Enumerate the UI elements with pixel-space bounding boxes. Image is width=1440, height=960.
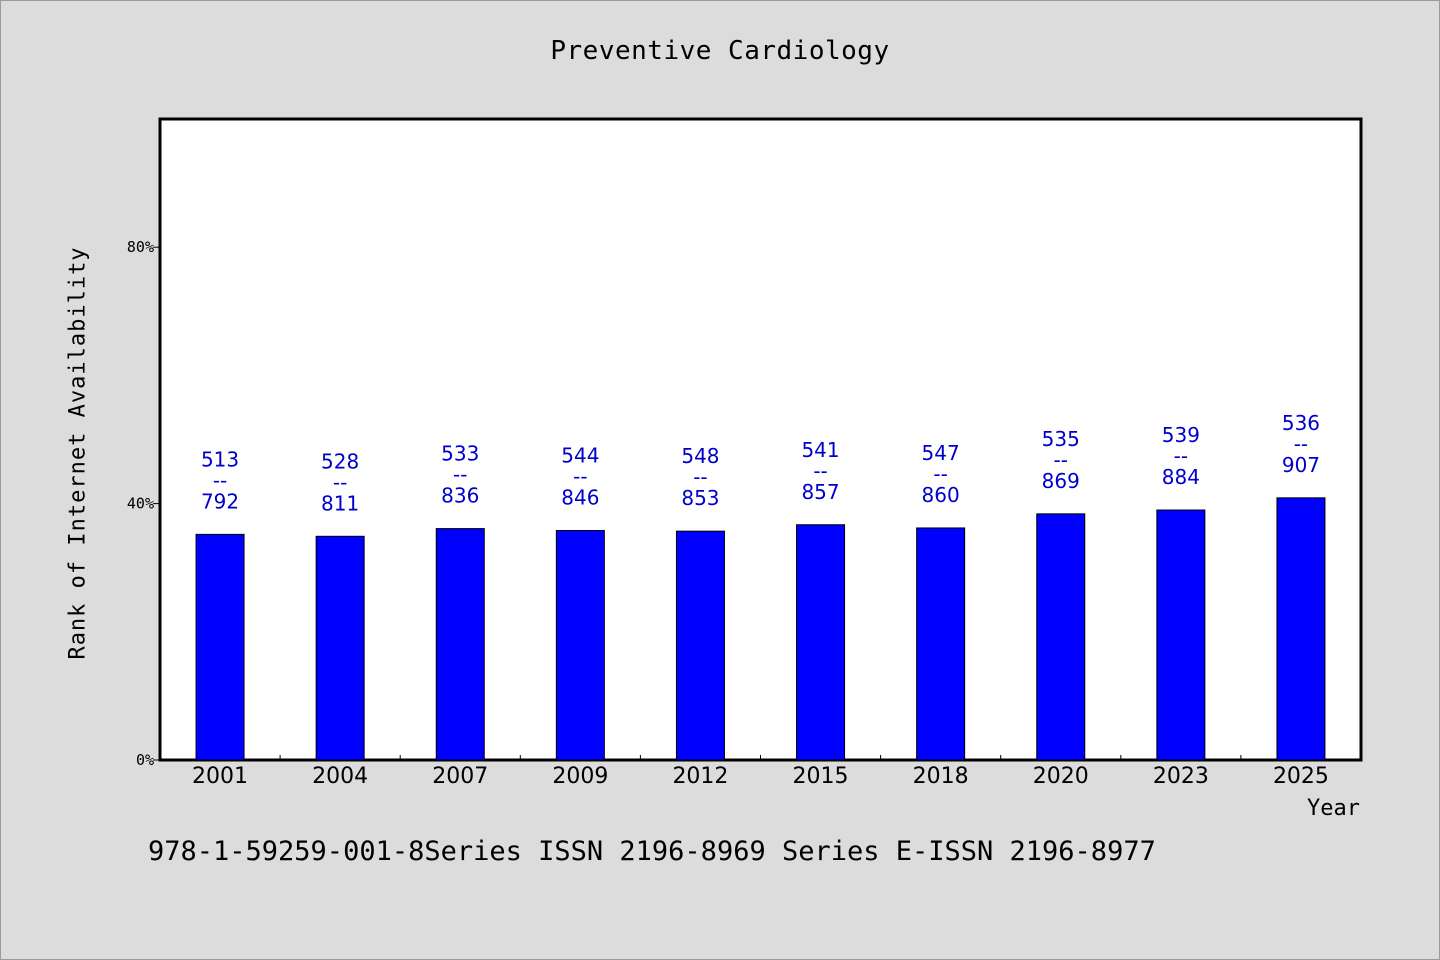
x-tick-label: 2001 xyxy=(192,764,248,789)
data-label: -- xyxy=(1294,432,1308,456)
x-axis-label: Year xyxy=(1307,796,1360,821)
data-label: 536 xyxy=(1282,411,1320,435)
bar xyxy=(1156,509,1206,761)
data-label: 548 xyxy=(681,444,719,468)
data-label: 547 xyxy=(922,441,960,465)
bar xyxy=(916,527,966,761)
x-tick-label: 2023 xyxy=(1153,764,1209,789)
y-axis: 0% 40% 80% xyxy=(127,238,160,769)
data-label: 811 xyxy=(321,491,359,515)
data-label: 846 xyxy=(561,486,599,510)
data-label: 860 xyxy=(922,483,960,507)
footnote: 978-1-59259-001-8Series ISSN 2196-8969 S… xyxy=(148,836,1156,867)
data-label: 869 xyxy=(1042,469,1080,493)
x-axis: 2001 2004 2007 2009 2012 2015 2018 2020 2023 2025 xyxy=(192,755,1329,789)
data-label: 535 xyxy=(1042,427,1080,451)
data-label: 544 xyxy=(561,444,599,468)
data-label: -- xyxy=(813,459,827,483)
data-labels: 513--792528--811533--836544--846548--853… xyxy=(201,411,1320,515)
bar xyxy=(1276,497,1326,761)
x-tick-label: 2007 xyxy=(432,764,488,789)
data-label: 513 xyxy=(201,447,239,471)
data-label: -- xyxy=(933,462,947,486)
data-label: 539 xyxy=(1162,423,1200,447)
chart-title: Preventive Cardiology xyxy=(550,36,890,66)
x-tick-label: 2025 xyxy=(1273,764,1329,789)
y-tick-label: 0% xyxy=(136,751,154,769)
data-label: -- xyxy=(453,463,467,487)
x-tick-label: 2012 xyxy=(672,764,728,789)
data-label: 836 xyxy=(441,484,479,508)
data-label: 907 xyxy=(1282,453,1320,477)
data-label: -- xyxy=(213,468,227,492)
y-tick-label: 40% xyxy=(127,495,154,513)
data-label: 528 xyxy=(321,449,359,473)
y-tick-label: 80% xyxy=(127,238,154,256)
data-label: 853 xyxy=(681,486,719,510)
x-tick-label: 2020 xyxy=(1033,764,1089,789)
data-label: -- xyxy=(693,465,707,489)
data-label: 533 xyxy=(441,442,479,466)
data-label: -- xyxy=(573,465,587,489)
data-label: -- xyxy=(1174,444,1188,468)
x-tick-label: 2018 xyxy=(913,764,969,789)
data-label: 857 xyxy=(801,480,839,504)
bars xyxy=(195,497,1326,761)
data-label: 884 xyxy=(1162,465,1200,489)
bar xyxy=(796,524,846,761)
bar xyxy=(555,530,605,761)
data-label: 541 xyxy=(801,438,839,462)
bar xyxy=(315,535,365,761)
x-tick-label: 2004 xyxy=(312,764,368,789)
data-label: -- xyxy=(333,470,347,494)
bar xyxy=(1036,513,1086,761)
x-tick-label: 2015 xyxy=(793,764,849,789)
data-label: -- xyxy=(1054,448,1068,472)
bar xyxy=(195,533,245,761)
bar xyxy=(435,528,485,761)
data-label: 792 xyxy=(201,489,239,513)
x-tick-label: 2009 xyxy=(552,764,608,789)
bar xyxy=(675,530,725,761)
